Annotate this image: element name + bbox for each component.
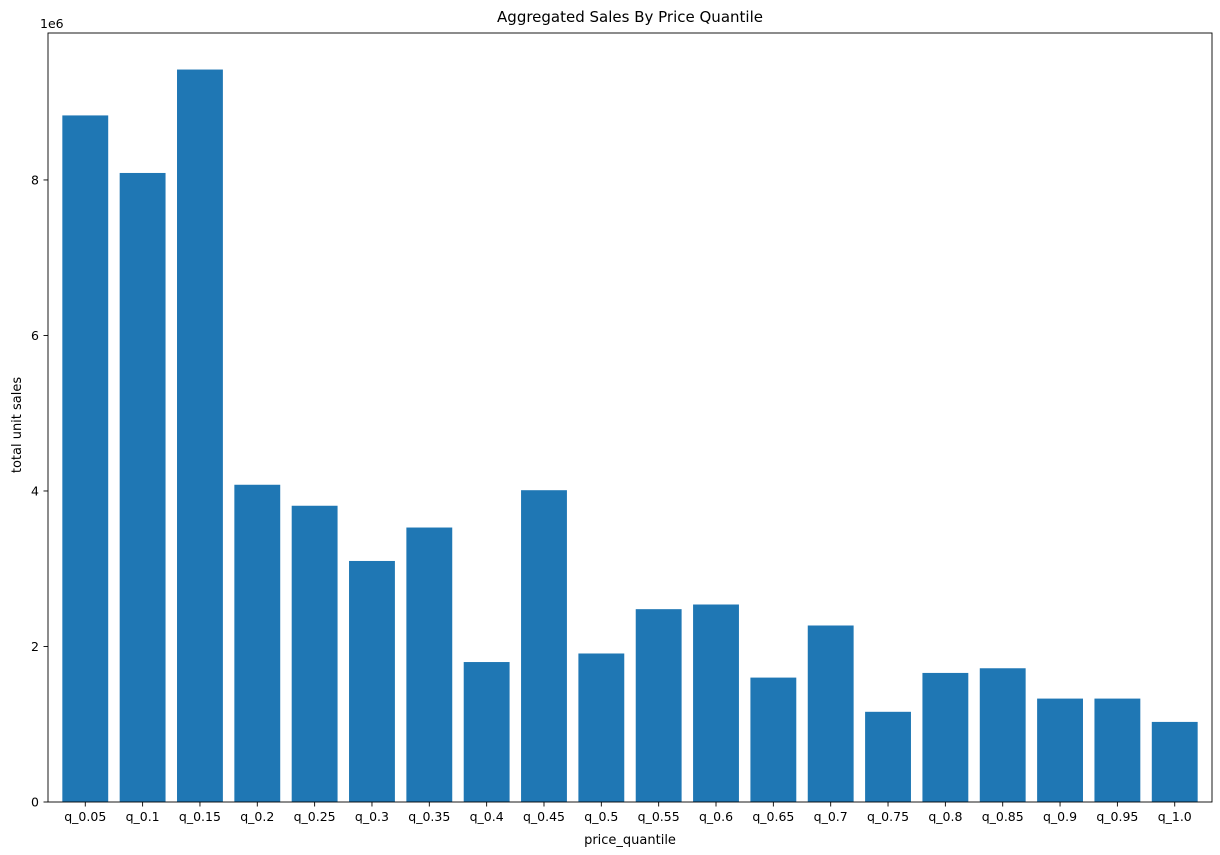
x-tick-label: q_0.5 [584,809,618,824]
x-tick-label: q_0.45 [523,809,565,824]
bar-q_0.2 [234,484,281,802]
y-tick-label: 0 [31,795,39,810]
x-axis-label: price_quantile [584,833,676,848]
x-tick-label: q_0.55 [638,809,680,824]
bar-q_0.9 [1037,698,1083,802]
y-axis-offset-label: 1e6 [40,16,64,31]
y-tick-label: 8 [31,172,39,187]
bar-q_0.5 [578,653,625,802]
y-tick-label: 6 [31,328,39,343]
bar-q_0.85 [979,668,1026,802]
bar-q_0.35 [406,527,453,802]
x-tick-label: q_0.15 [179,809,221,824]
x-tick-label: q_0.05 [64,809,106,824]
x-tick-label: q_0.95 [1096,809,1138,824]
x-tick-label: q_0.3 [355,809,389,824]
x-tick-label: q_0.4 [470,809,504,824]
bar-q_0.8 [922,672,969,802]
bar-q_0.6 [693,604,739,802]
x-tick-label: q_1.0 [1158,809,1192,824]
bar-q_0.05 [62,115,109,802]
y-axis-label: total unit sales [10,377,25,474]
y-tick-label: 4 [31,483,39,498]
bar-q_0.4 [463,662,510,802]
x-tick-label: q_0.75 [867,809,909,824]
chart-title: Aggregated Sales By Price Quantile [497,8,763,26]
bar-q_0.1 [119,172,166,803]
x-tick-label: q_0.1 [126,809,160,824]
x-tick-label: q_0.6 [699,809,733,824]
x-tick-label: q_0.9 [1043,809,1077,824]
bar-q_0.15 [177,69,223,803]
bar-q_0.55 [635,609,682,802]
plot-area: q_0.05 q_0.1 q_0.15 q_0.2 q_0.25 q_0.3 q_0.35 q… [31,32,1213,824]
bar-q_0.7 [807,625,854,802]
x-tick-label: q_0.2 [240,809,274,824]
bar-q_0.45 [521,490,567,802]
x-tick-label: q_0.25 [294,809,336,824]
plot-frame [47,32,1213,803]
bar-q_0.65 [750,677,797,802]
x-tick-label: q_0.7 [814,809,848,824]
x-tick-label: q_0.8 [928,809,962,824]
x-tick-label: q_0.85 [982,809,1024,824]
y-tick-label: 2 [31,639,39,654]
bar-q_0.25 [291,505,338,802]
bar-q_0.95 [1094,698,1141,802]
bar-q_0.75 [865,711,911,802]
bar-q_0.3 [349,560,395,802]
bar-q_1.0 [1151,721,1198,802]
x-tick-label: q_0.35 [408,809,450,824]
x-tick-label: q_0.65 [752,809,794,824]
